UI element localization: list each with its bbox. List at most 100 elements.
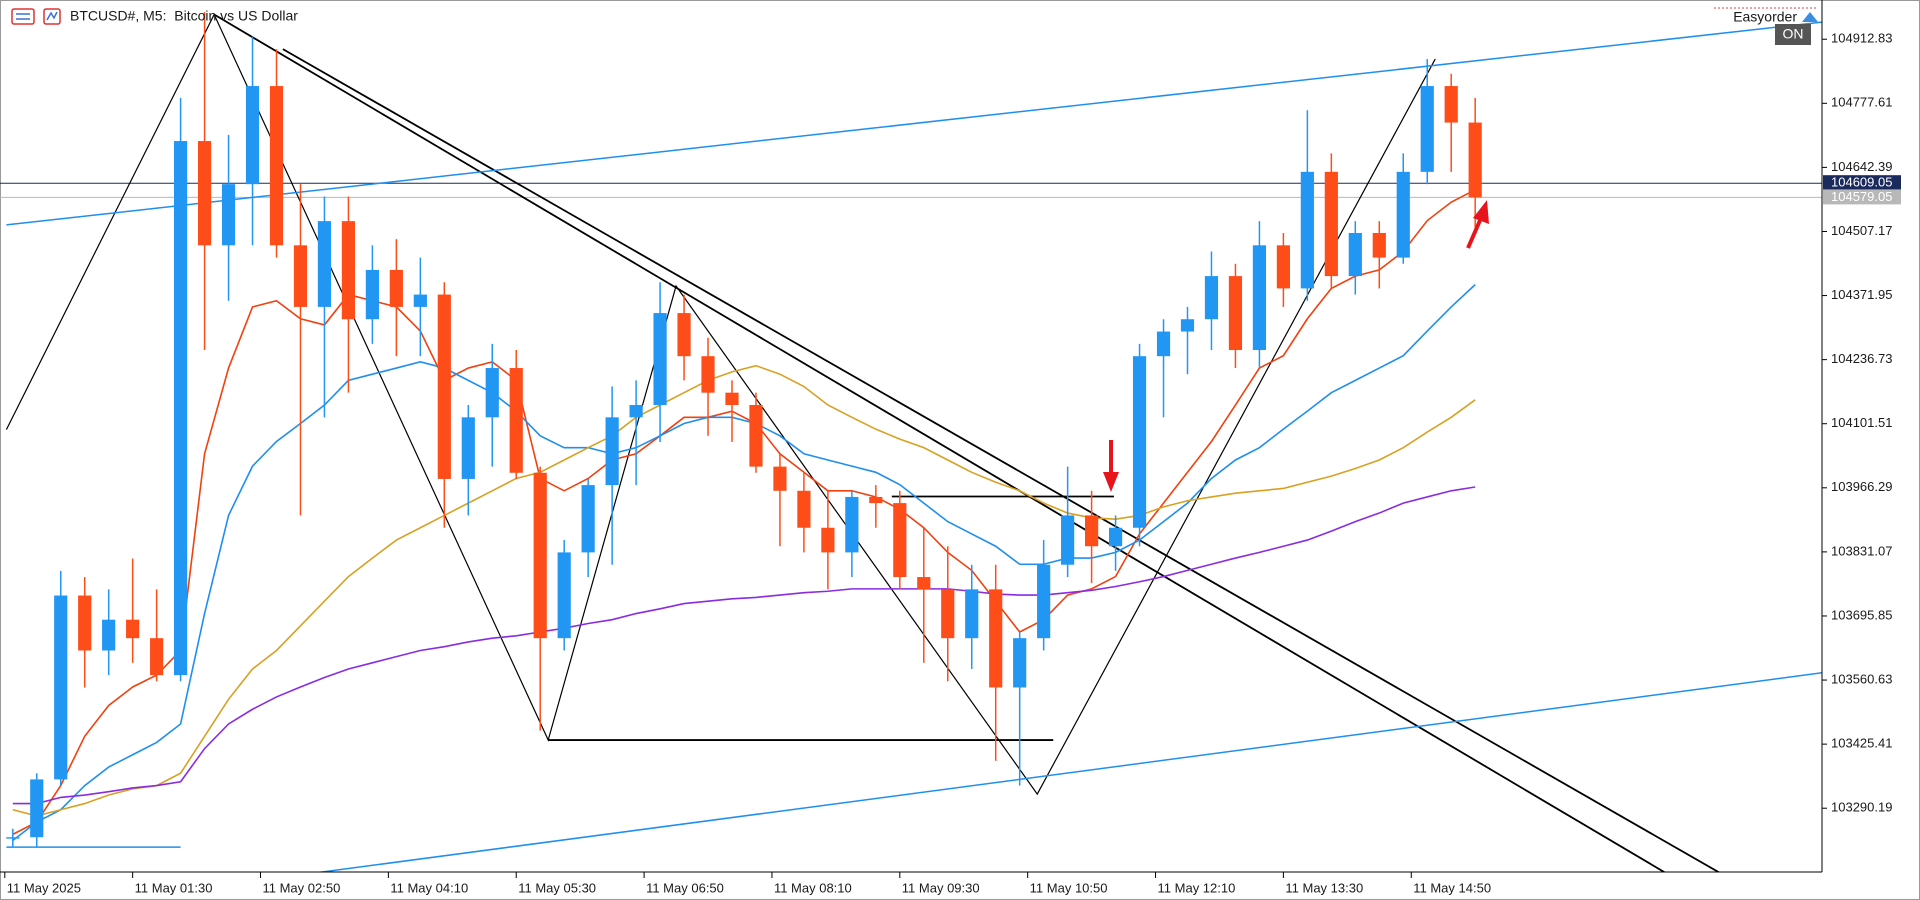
moving-average (12, 284, 1476, 842)
chart-title: BTCUSD#, M5: Bitcoin vs US Dollar (70, 8, 298, 24)
y-tick-label: 103290.19 (1831, 800, 1892, 815)
price-label: 104579.05 (1831, 189, 1892, 204)
candle-body (1444, 86, 1458, 123)
trend-line (213, 13, 1666, 872)
candle-body (1180, 319, 1195, 332)
candle-body (677, 313, 691, 357)
price-label-box (1823, 189, 1901, 205)
candle-body (653, 313, 667, 406)
candle-body (1061, 515, 1075, 565)
candle-body (725, 392, 739, 406)
candle-body (30, 779, 44, 838)
candle-body (78, 595, 92, 651)
y-tick-label: 104507.17 (1831, 223, 1892, 238)
arrow-shaft (1466, 217, 1483, 249)
candle-body (1372, 232, 1386, 258)
moving-average (12, 364, 1476, 817)
axes: 104912.83 104777.61 104642.39 104507.17 1043… (4, 31, 1901, 895)
x-tick-label: 11 May 10:50 (1030, 880, 1108, 895)
x-tick-label: 11 May 05:30 (518, 880, 596, 895)
candle-body (150, 638, 164, 676)
candle-body (1085, 515, 1099, 547)
candle-body (197, 141, 212, 246)
moving-average (12, 189, 1476, 836)
x-tick-label: 11 May 13:30 (1285, 880, 1363, 895)
chart-header: BTCUSD#, M5: Bitcoin vs US Dollar (11, 8, 298, 25)
candle-body (437, 294, 451, 479)
toggle-label: ON (1783, 26, 1804, 42)
candle-body (1396, 171, 1410, 258)
candle-body (6, 837, 20, 839)
candle-body (1300, 171, 1314, 289)
candle-body (773, 466, 787, 491)
candle-body (581, 485, 595, 553)
arrow-head (1473, 200, 1489, 224)
x-tick-label: 11 May 06:50 (646, 880, 724, 895)
candle-body (1468, 122, 1482, 198)
candle-body (317, 221, 332, 307)
x-tick-label: 11 May 12:10 (1158, 880, 1236, 895)
plot-area (0, 12, 1822, 872)
candle-body (917, 577, 931, 590)
candle-body (221, 184, 236, 246)
candle-body (485, 368, 499, 418)
menu-icon[interactable] (11, 8, 35, 25)
candle-body (102, 619, 116, 651)
y-tick-label: 103831.07 (1831, 543, 1892, 558)
candle-body (1204, 276, 1219, 320)
x-tick-label: 11 May 04:10 (390, 880, 468, 895)
x-tick-label: 11 May 08:10 (774, 880, 852, 895)
candle-body (461, 417, 475, 479)
candle-body (269, 86, 284, 246)
y-tick-label: 104777.61 (1831, 95, 1892, 110)
expert-panel: Easyorder ON (1714, 7, 1818, 45)
price-label-box (1823, 175, 1901, 191)
candle-body (126, 619, 140, 639)
candle-body (1037, 564, 1051, 639)
expert-name: Easyorder (1733, 9, 1797, 25)
candle-body (174, 141, 188, 676)
candle-body (533, 472, 547, 639)
y-tick-label: 104371.95 (1831, 287, 1892, 302)
candle-body (245, 86, 260, 185)
expert-icon (1802, 12, 1818, 22)
y-tick-label: 103425.41 (1831, 736, 1892, 751)
y-tick-label: 104236.73 (1831, 351, 1892, 366)
candle-body (797, 490, 811, 528)
candle-body (293, 245, 308, 307)
candle-body (941, 589, 955, 639)
y-tick-label: 104912.83 (1831, 31, 1892, 46)
y-tick-label: 103695.85 (1831, 607, 1892, 622)
symbol-icon[interactable] (43, 8, 61, 25)
candle-body (749, 405, 763, 467)
candle-body (341, 221, 356, 320)
candle-body (845, 496, 859, 553)
candle-body (1348, 232, 1362, 277)
y-tick-label: 103966.29 (1831, 479, 1892, 494)
x-tick-label: 11 May 09:30 (902, 880, 980, 895)
candle-body (701, 356, 715, 393)
candle-body (821, 527, 835, 553)
x-tick-label: 11 May 2025 (7, 880, 81, 895)
price-label: 104609.05 (1831, 175, 1892, 190)
candle-body (605, 417, 619, 486)
candle-body (869, 496, 883, 504)
candle-body (965, 589, 979, 639)
y-tick-label: 104642.39 (1831, 159, 1892, 174)
trend-line (6, 21, 1822, 226)
y-tick-label: 104101.51 (1831, 415, 1892, 430)
candle-body (389, 269, 403, 307)
candle-body (365, 269, 379, 320)
candle-body (1420, 86, 1434, 172)
trend-line (316, 672, 1822, 872)
candle-body (893, 503, 907, 578)
toggle-button[interactable] (1775, 24, 1811, 45)
candle-body (1132, 356, 1147, 528)
candle-body (989, 589, 1003, 688)
candle-body (413, 294, 427, 307)
candle-body (557, 552, 571, 639)
candle-body (54, 595, 68, 780)
candle-body (1276, 245, 1290, 289)
